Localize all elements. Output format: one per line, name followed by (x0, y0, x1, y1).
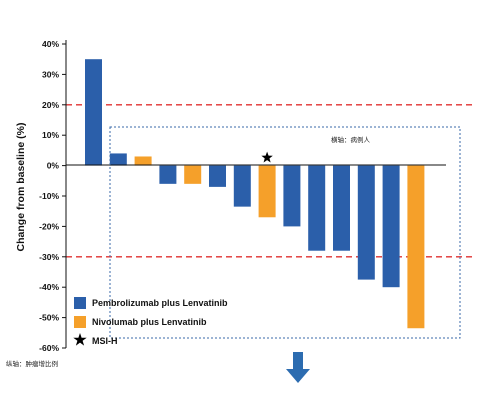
bar (109, 153, 127, 166)
axis-note: 纵轴：肿瘤增比例 (6, 359, 58, 368)
bar (233, 165, 251, 207)
bar (184, 165, 202, 184)
bar (283, 165, 301, 227)
bar (85, 59, 102, 166)
y-tick-label: 40% (42, 39, 59, 49)
y-axis-label: Change from baseline (%) (15, 123, 27, 252)
msi-h-star-icon (261, 151, 273, 163)
legend-label-pembro: Pembrolizumab plus Lenvatinib (92, 298, 228, 308)
y-tick-label: -20% (39, 221, 59, 231)
bar (407, 165, 425, 329)
legend-label-nivo: Nivolumab plus Lenvatinib (92, 317, 207, 327)
legend: Pembrolizumab plus Lenvatinib Nivolumab … (73, 297, 228, 346)
y-tick-label: 0% (47, 161, 60, 171)
bar (209, 165, 226, 187)
highlight-box (109, 126, 461, 339)
bar (308, 165, 326, 251)
bar (258, 165, 276, 218)
bar (357, 165, 375, 280)
y-tick-label: -30% (39, 252, 59, 262)
legend-swatch-nivo (74, 316, 86, 328)
y-tick-label: -40% (39, 282, 59, 292)
y-tick-label: 20% (42, 100, 59, 110)
legend-star-icon (73, 333, 87, 346)
bar (159, 165, 177, 184)
msi-h-markers (261, 151, 273, 163)
y-axis-ticks: 40% 30% 20% 10% 0% -10% -20% -30% -40% -50% -60% (39, 39, 66, 353)
y-tick-label: 10% (42, 130, 59, 140)
bar (134, 156, 152, 166)
down-arrow-icon (286, 352, 310, 383)
box-label: 横轴：病例人 (331, 135, 371, 144)
legend-swatch-pembro (74, 297, 86, 309)
y-tick-label: 30% (42, 69, 59, 79)
y-tick-label: -60% (39, 343, 59, 353)
y-tick-label: -10% (39, 191, 59, 201)
reference-lines (66, 104, 472, 258)
y-tick-label: -50% (39, 313, 59, 323)
bars-group (85, 59, 425, 329)
bar (382, 165, 400, 288)
legend-label-msi: MSI-H (92, 336, 118, 346)
bar (333, 165, 350, 251)
